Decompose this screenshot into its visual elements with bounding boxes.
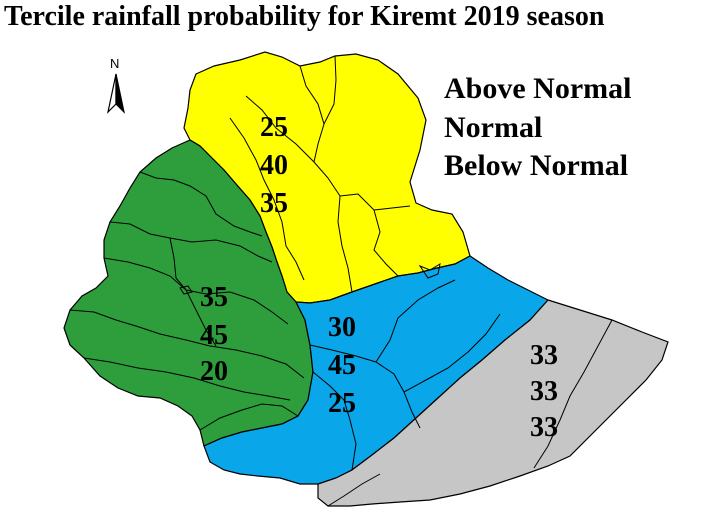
west-below-normal: 20 [200,356,228,387]
west-normal: 45 [200,320,228,351]
map-title: Tercile rainfall probability for Kiremt … [4,1,605,32]
north-east-normal: 40 [260,150,288,181]
boundaries-south-east [327,319,613,507]
north-east-below-normal: 35 [260,188,288,219]
north-label: N [110,56,120,71]
south-central-above-normal: 30 [328,312,356,343]
legend-normal: Normal [444,111,543,144]
north-east-above-normal: 25 [260,112,288,143]
legend-above-normal: Above Normal [444,72,632,105]
south-east-below-normal: 33 [530,412,558,443]
south-east-normal: 33 [530,376,558,407]
boundaries-south-central [309,279,501,471]
north-arrow-icon [106,73,126,114]
west-above-normal: 35 [200,282,228,313]
boundaries-north-east [229,55,441,293]
south-central-normal: 45 [328,350,356,381]
south-east-above-normal: 33 [530,340,558,371]
boundaries-west [69,171,305,431]
south-central-below-normal: 25 [328,388,356,419]
zone-south-east [317,299,669,507]
legend-below-normal: Below Normal [444,149,629,182]
